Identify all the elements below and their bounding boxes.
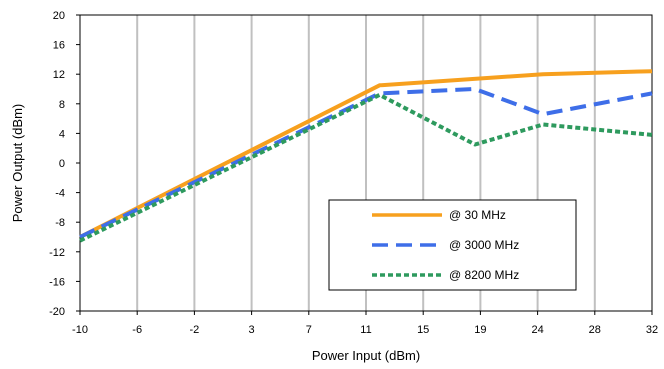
y-tick-label: -16 xyxy=(49,276,65,288)
y-tick-label: 12 xyxy=(53,69,65,81)
x-tick-label: 11 xyxy=(360,324,371,336)
x-tick-label: -10 xyxy=(72,324,88,336)
x-tick-label: -6 xyxy=(132,324,142,336)
legend: @ 30 MHz @ 3000 MHz @ 8200 MHz xyxy=(328,199,577,291)
x-tick-label: 7 xyxy=(306,324,312,336)
x-tick-label: 15 xyxy=(417,324,429,336)
y-tick-label: -12 xyxy=(49,247,65,259)
y-tick-label: -4 xyxy=(55,188,65,200)
y-tick-label: 8 xyxy=(59,99,65,111)
x-tick-label: 24 xyxy=(531,324,543,336)
y-tick-label: 20 xyxy=(53,10,65,22)
x-tick-label: 32 xyxy=(646,324,658,336)
plot-frame xyxy=(79,14,653,312)
legend-label: @ 3000 MHz xyxy=(449,238,519,252)
y-tick-label: -8 xyxy=(55,217,65,229)
legend-label: @ 8200 MHz xyxy=(449,268,519,282)
legend-label: @ 30 MHz xyxy=(449,208,506,222)
legend-box xyxy=(328,199,577,291)
y-tick-label: 0 xyxy=(59,158,65,170)
series-line-1 xyxy=(79,69,653,239)
series-lines xyxy=(79,69,653,243)
x-tick-label: 28 xyxy=(589,324,601,336)
y-tick-label: 4 xyxy=(59,128,65,140)
x-axis-title: Power Input (dBm) xyxy=(312,348,420,363)
x-tick-label: 19 xyxy=(474,324,486,336)
y-tick-labels: -20 -16 -12 -8 -4 0 4 8 12 16 20 xyxy=(49,10,80,318)
y-axis-title: Power Output (dBm) xyxy=(10,104,25,223)
x-tick-label: 3 xyxy=(249,324,255,336)
series-line-2 xyxy=(79,87,653,239)
x-tick-labels: -10 -6 -2 3 7 11 15 19 24 28 32 xyxy=(72,311,658,336)
grid xyxy=(136,15,596,311)
series-line-3 xyxy=(79,92,653,243)
y-tick-label: 16 xyxy=(53,40,65,52)
x-tick-label: -2 xyxy=(190,324,200,336)
y-tick-label: -20 xyxy=(49,306,65,318)
